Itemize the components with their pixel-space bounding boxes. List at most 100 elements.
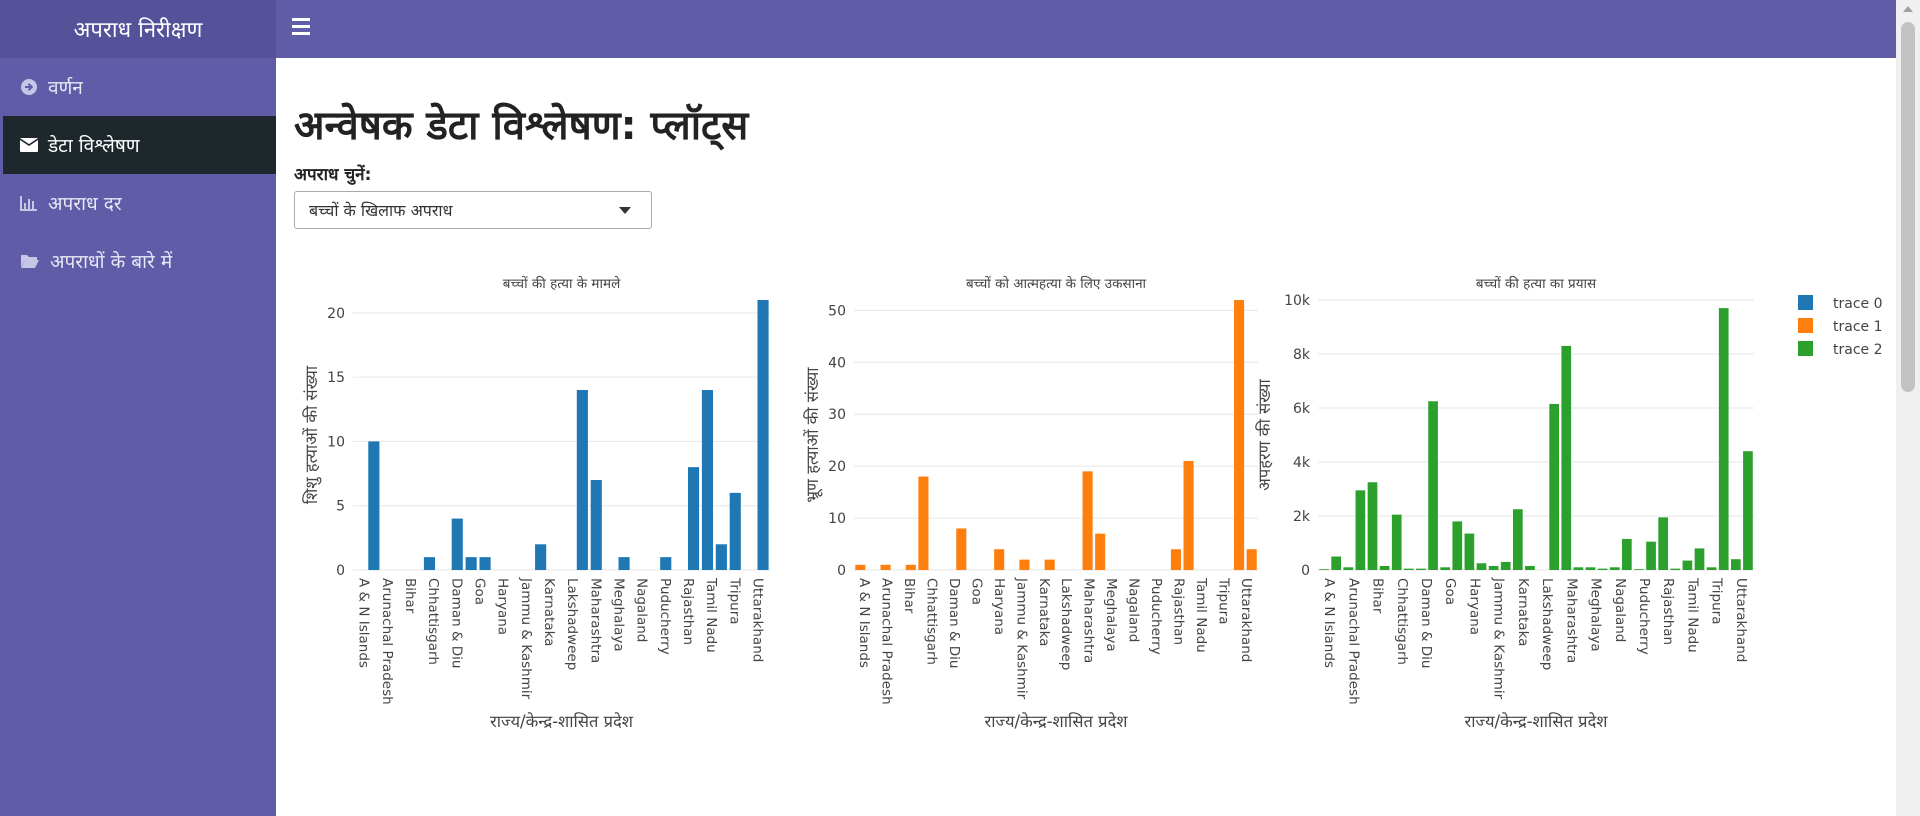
y-tick-label: 4k	[1293, 455, 1311, 471]
bar	[701, 390, 714, 570]
brand-logo[interactable]: अपराध निरीक्षण	[0, 0, 276, 58]
x-tick-label: Meghalaya	[610, 578, 626, 652]
legend-swatch	[1798, 295, 1813, 310]
sidebar-item-label: अपराधों के बारे में	[50, 251, 173, 273]
bar	[1730, 559, 1741, 570]
bar	[1609, 567, 1620, 570]
x-tick-label: Arunachal Pradesh	[379, 578, 395, 705]
y-tick-label: 20	[828, 459, 846, 475]
x-tick-label: Lakshadweep	[564, 578, 580, 670]
legend-label: trace 2	[1833, 342, 1883, 358]
bar	[905, 564, 916, 570]
sidebar-item-description[interactable]: वर्णन	[0, 58, 276, 116]
legend-label: trace 0	[1833, 296, 1883, 312]
x-axis-label: राज्य/केन्द्र-शासित प्रदेश	[1464, 712, 1608, 731]
x-tick-label: A & N Islands	[856, 578, 872, 668]
x-tick-label: Daman & Diu	[448, 578, 464, 668]
bar	[618, 557, 630, 570]
y-tick-label: 0	[1301, 563, 1310, 579]
y-tick-label: 6k	[1293, 401, 1311, 417]
bar	[855, 564, 866, 570]
x-tick-label: Haryana	[495, 578, 511, 635]
bar	[1391, 514, 1402, 570]
brand-title: अपराध निरीक्षण	[73, 18, 203, 43]
scroll-up-icon[interactable]	[1903, 6, 1913, 12]
bar	[1234, 300, 1245, 570]
bar	[451, 518, 463, 570]
bar	[1183, 460, 1194, 570]
x-tick-label: Nagaland	[1126, 578, 1142, 642]
y-tick-label: 0	[837, 563, 846, 579]
bar	[1416, 568, 1426, 570]
x-tick-label: Jammu & Kashmir	[518, 577, 534, 700]
y-axis-label: भ्रूण हत्याओं की संख्या	[803, 367, 823, 503]
x-tick-label: Rajasthan	[680, 578, 696, 645]
bar	[1082, 471, 1093, 570]
bar	[1019, 559, 1030, 570]
sidebar-item-label: वर्णन	[48, 77, 83, 99]
folder-open-icon	[21, 255, 39, 268]
bar	[1585, 567, 1596, 570]
legend-swatch	[1798, 341, 1813, 356]
bar	[1044, 559, 1055, 570]
x-tick-label: Rajasthan	[1660, 578, 1676, 645]
bar	[576, 390, 588, 570]
crime-select-value: बच्चों के खिलाफ अपराध	[309, 201, 453, 220]
x-tick-label: Goa	[471, 578, 487, 605]
legend-label: trace 1	[1833, 319, 1883, 335]
x-tick-label: Goa	[968, 578, 984, 605]
bar	[465, 557, 477, 570]
bar	[1743, 451, 1753, 570]
crime-select[interactable]: बच्चों के खिलाफ अपराध	[294, 191, 652, 229]
bar	[1694, 548, 1705, 570]
menu-toggle-icon[interactable]	[292, 18, 310, 38]
bar	[660, 557, 672, 570]
x-tick-label: A & N Islands	[1321, 578, 1337, 668]
bar	[590, 480, 602, 570]
y-tick-label: 40	[828, 355, 846, 371]
page-scrollbar[interactable]	[1896, 0, 1920, 816]
sidebar-item-about-crimes[interactable]: अपराधों के बारे में	[0, 232, 276, 290]
bar	[880, 564, 891, 570]
x-tick-label: A & N Islands	[356, 578, 372, 668]
x-tick-label: Bihar	[402, 578, 418, 614]
x-tick-label: Maharashtra	[1563, 578, 1579, 663]
bar	[1634, 569, 1644, 570]
bar	[1331, 556, 1342, 570]
bar	[1718, 308, 1729, 570]
x-tick-label: Haryana	[1466, 578, 1482, 635]
x-axis-label: राज्य/केन्द्र-शासित प्रदेश	[490, 712, 634, 731]
x-tick-label: Chhattisgarh	[1394, 578, 1410, 665]
x-tick-label: Rajasthan	[1170, 578, 1186, 645]
x-tick-label: Puducherry	[1636, 578, 1652, 655]
bar	[1246, 549, 1257, 570]
bar	[1646, 541, 1656, 570]
legend-swatch	[1798, 318, 1813, 333]
bar	[757, 300, 769, 570]
x-tick-label: Tamil Nadu	[1193, 577, 1209, 653]
x-tick-label: Puducherry	[657, 578, 673, 655]
x-tick-label: Nagaland	[634, 578, 650, 642]
scrollbar-thumb[interactable]	[1901, 22, 1915, 392]
x-tick-label: Chhattisgarh	[425, 578, 441, 665]
bar	[535, 544, 547, 570]
bar	[1682, 560, 1693, 570]
bar	[1658, 517, 1669, 570]
bar	[994, 549, 1005, 570]
y-tick-label: 15	[327, 370, 345, 386]
bar	[1343, 567, 1354, 570]
bar	[1573, 567, 1584, 570]
x-tick-label: Uttarakhand	[1733, 578, 1749, 662]
x-tick-label: Lakshadweep	[1539, 578, 1555, 670]
x-tick-label: Maharashtra	[1081, 578, 1097, 663]
bar	[1464, 533, 1475, 570]
sidebar-item-data-analysis[interactable]: डेटा विश्लेषण	[0, 116, 276, 174]
bar	[1170, 549, 1181, 570]
x-tick-label: Arunachal Pradesh	[1345, 578, 1361, 705]
x-tick-label: Haryana	[991, 578, 1007, 635]
x-tick-label: Karnataka	[541, 578, 557, 646]
chevron-down-icon	[619, 207, 631, 214]
x-tick-label: Daman & Diu	[946, 578, 962, 668]
sidebar-item-crime-rate[interactable]: अपराध दर	[0, 174, 276, 232]
x-tick-label: Karnataka	[1036, 578, 1052, 646]
